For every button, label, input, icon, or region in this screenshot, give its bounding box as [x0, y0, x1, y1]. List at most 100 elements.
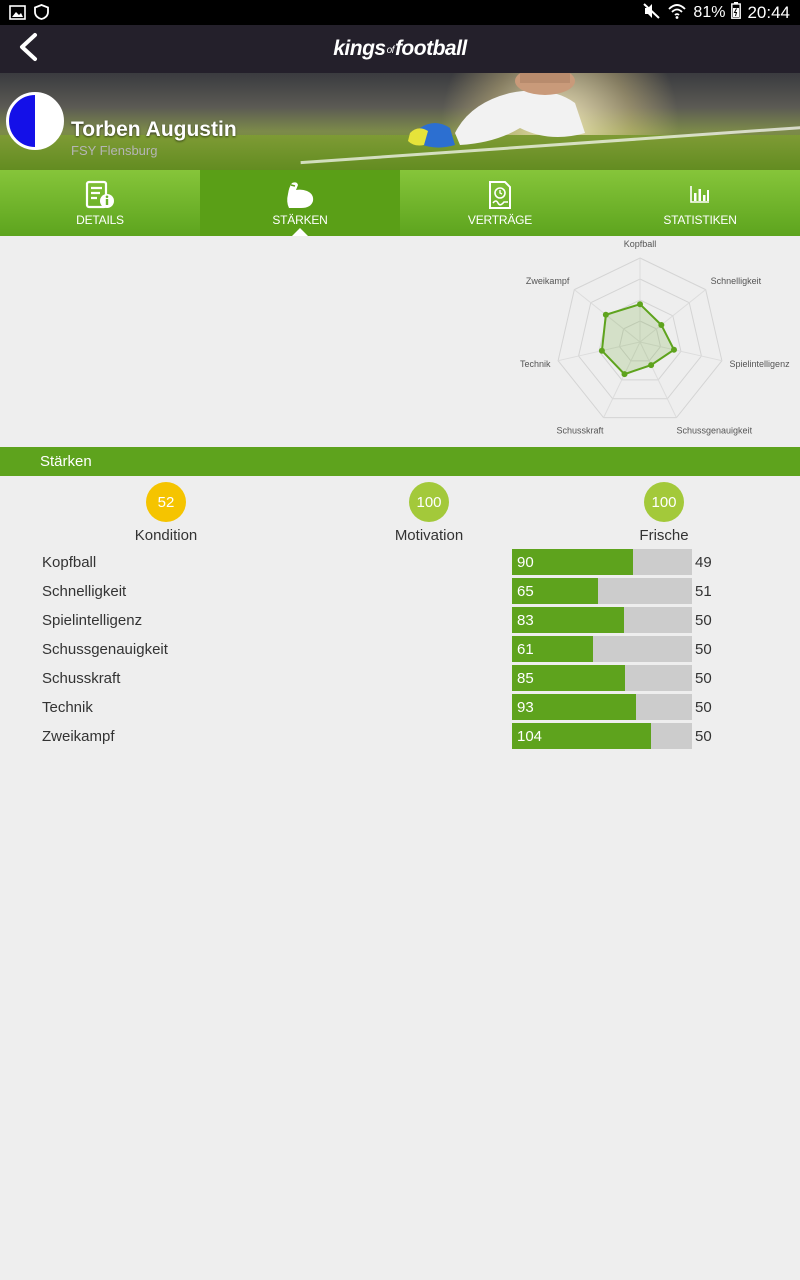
- motivation-value: 100: [416, 493, 442, 511]
- chevron-left-icon: [17, 32, 39, 67]
- radar-data-point: [648, 362, 655, 369]
- tab-bar: DETAILS STÄRKEN VERTRÄGE STATISTIKEN: [0, 170, 800, 236]
- strength-row-schussgenauigkeit: Schussgenauigkeit 61 50: [0, 636, 800, 662]
- strength-radar-chart: Kopfball Schnelligkeit Spielintelligenz Sch…: [520, 239, 791, 435]
- radar-data-area: [600, 303, 676, 376]
- strength-value: 93: [517, 699, 534, 716]
- strength-bar: 61: [512, 636, 692, 662]
- strength-name: Spielintelligenz: [42, 612, 143, 629]
- status-bar: 81% 20:44: [0, 0, 800, 25]
- radar-axis-line: [639, 341, 677, 418]
- section-header: Stärken: [0, 447, 800, 476]
- tab-staerken[interactable]: STÄRKEN: [200, 170, 400, 236]
- strength-value: 104: [517, 728, 543, 745]
- radar-data-point: [598, 347, 605, 354]
- tab-staerken-label: STÄRKEN: [272, 213, 328, 227]
- strength-bar: 104: [512, 723, 692, 749]
- strength-value: 83: [517, 612, 534, 629]
- back-button[interactable]: [8, 29, 48, 69]
- strength-bar-fill: [512, 549, 633, 575]
- contract-icon: [485, 180, 515, 215]
- tab-statistiken-label: STATISTIKEN: [663, 213, 737, 227]
- active-tab-indicator: [292, 228, 308, 236]
- kondition-value: 52: [157, 493, 175, 511]
- app-bar: kingsoffootball: [0, 25, 800, 73]
- radar-axis-label: Spielintelligenz: [730, 359, 791, 369]
- strength-potential: 50: [695, 612, 712, 629]
- strength-bar-fill: [512, 665, 626, 691]
- strength-name: Technik: [42, 699, 93, 716]
- kondition-badge: 52: [146, 482, 186, 522]
- strength-bar: 83: [512, 607, 692, 633]
- club-avatar: [6, 92, 64, 150]
- frische-label: Frische: [639, 527, 689, 544]
- radar-axis-line: [603, 341, 641, 418]
- wifi-icon: [667, 3, 687, 24]
- radar-axis-label: Schnelligkeit: [711, 276, 762, 286]
- strength-value: 61: [517, 641, 534, 658]
- clock: 20:44: [747, 3, 790, 22]
- strength-name: Zweikampf: [42, 728, 115, 745]
- strength-row-spielintelligenz: Spielintelligenz 83 50: [0, 607, 800, 633]
- tab-details-label: DETAILS: [76, 213, 124, 227]
- app-logo: kingsoffootball: [0, 37, 800, 61]
- tab-details[interactable]: DETAILS: [0, 170, 200, 236]
- radar-grid-ring: [557, 257, 723, 419]
- tab-vertraege[interactable]: VERTRÄGE: [400, 170, 600, 236]
- radar-data-point: [602, 311, 609, 318]
- shield-icon: [34, 4, 49, 25]
- strength-bar-fill: [512, 694, 637, 720]
- logo-part-kings: kings: [333, 37, 386, 60]
- logo-part-football: football: [394, 37, 467, 60]
- player-header-banner: [0, 73, 800, 170]
- document-info-icon: [84, 180, 116, 215]
- strength-row-schnelligkeit: Schnelligkeit 65 51: [0, 578, 800, 604]
- radar-axis-line: [639, 289, 706, 343]
- strength-row-zweikampf: Zweikampf 104 50: [0, 723, 800, 749]
- radar-axis-label: Zweikampf: [526, 276, 570, 286]
- frische-value: 100: [651, 493, 677, 511]
- image-icon: [9, 4, 26, 25]
- radar-axis-label: Schusskraft: [556, 425, 604, 435]
- strength-bar-fill: [512, 578, 599, 604]
- strength-name: Kopfball: [42, 554, 97, 571]
- strength-bar: 93: [512, 694, 692, 720]
- radar-axis-label: Schussgenauigkeit: [677, 425, 753, 435]
- tab-statistiken[interactable]: STATISTIKEN: [600, 170, 800, 236]
- motivation-label: Motivation: [394, 527, 464, 544]
- strength-name: Schusskraft: [42, 670, 121, 687]
- strength-bar: 85: [512, 665, 692, 691]
- radar-grid-ring: [578, 278, 702, 400]
- strength-name: Schussgenauigkeit: [42, 641, 168, 658]
- flexed-arm-icon: [283, 180, 317, 215]
- radar-axis-label: Kopfball: [624, 239, 657, 249]
- strength-potential: 50: [695, 641, 712, 658]
- strength-potential: 50: [695, 670, 712, 687]
- strength-name: Schnelligkeit: [42, 583, 127, 600]
- logo-part-of: of: [386, 45, 395, 56]
- motivation-badge: 100: [409, 482, 449, 522]
- strength-row-technik: Technik 93 50: [0, 694, 800, 720]
- radar-grid-ring: [618, 320, 662, 362]
- mute-icon: [643, 2, 661, 24]
- strength-potential: 50: [695, 728, 712, 745]
- strength-row-schusskraft: Schusskraft 85 50: [0, 665, 800, 691]
- radar-axis-label: Technik: [520, 359, 551, 369]
- strength-row-kopfball: Kopfball 90 49: [0, 549, 800, 575]
- radar-data-point: [658, 321, 665, 328]
- radar-axis-line: [639, 341, 723, 362]
- player-name: Torben Augustin: [71, 118, 237, 141]
- battery-icon: [731, 2, 742, 24]
- radar-data-point: [637, 301, 643, 308]
- kondition-label: Kondition: [134, 527, 198, 544]
- strength-potential: 51: [695, 583, 712, 600]
- strength-bar: 65: [512, 578, 692, 604]
- bar-chart-icon: [688, 180, 712, 211]
- tab-vertraege-label: VERTRÄGE: [467, 213, 533, 227]
- battery-level: 81%: [693, 4, 726, 21]
- strength-value: 65: [517, 583, 534, 600]
- club-name: FSY Flensburg: [71, 143, 158, 158]
- strength-potential: 50: [695, 699, 712, 716]
- strength-potential: 49: [695, 554, 712, 571]
- radar-data-point: [621, 371, 628, 378]
